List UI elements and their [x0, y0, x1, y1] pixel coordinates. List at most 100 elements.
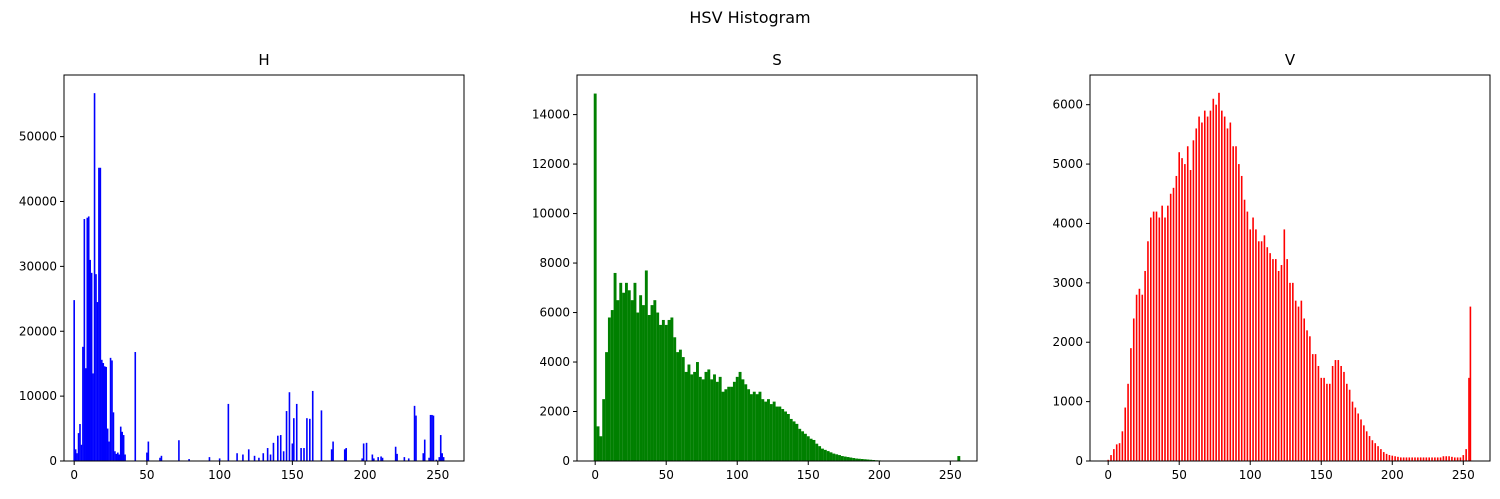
histogram-bar	[1372, 440, 1374, 461]
histogram-bar	[236, 453, 238, 461]
y-tick-label: 8000	[539, 256, 570, 270]
y-tick-label: 10000	[19, 389, 57, 403]
histogram-bar	[78, 433, 80, 461]
histogram-bar	[1176, 176, 1178, 461]
histogram-bar	[1426, 457, 1428, 461]
histogram-bar	[395, 447, 397, 461]
histogram-bar	[1414, 457, 1416, 461]
histogram-bar	[764, 402, 767, 461]
histogram-bar	[682, 357, 685, 461]
histogram-bar	[807, 436, 810, 461]
histogram-bar	[1389, 455, 1391, 461]
y-tick-label: 1000	[1052, 395, 1083, 409]
y-tick-label: 2000	[1052, 335, 1083, 349]
histogram-bar	[280, 435, 282, 461]
x-tick-label: 150	[281, 468, 304, 482]
histogram-bar	[1153, 212, 1155, 461]
histogram-bar	[730, 387, 733, 461]
histogram-bar	[651, 305, 654, 461]
histogram-bar	[209, 457, 211, 461]
histogram-bar	[1261, 241, 1263, 461]
histogram-bar	[1411, 457, 1413, 461]
histogram-bar	[670, 317, 673, 461]
histogram-bar	[1136, 295, 1138, 461]
histogram-bar	[1338, 360, 1340, 461]
histogram-bar	[1380, 449, 1382, 461]
histogram-bar	[1156, 212, 1158, 461]
histogram-bar	[1190, 170, 1192, 461]
histogram-bar	[1315, 354, 1317, 461]
histogram-bar	[1320, 378, 1322, 461]
histogram-bar	[747, 389, 750, 461]
histogram-bar	[1218, 93, 1220, 461]
histogram-bar	[815, 444, 818, 461]
histogram-bar	[1332, 366, 1334, 461]
histogram-bar	[719, 377, 722, 461]
histogram-bar	[957, 456, 960, 461]
histogram-bar	[761, 399, 764, 461]
histogram-bar	[1258, 241, 1260, 461]
histogram-bar	[1159, 218, 1161, 461]
histogram-bar	[332, 442, 334, 461]
histogram-bar	[1232, 146, 1234, 461]
y-tick-label: 20000	[19, 324, 57, 338]
histogram-bar	[832, 454, 835, 461]
histogram-bar	[117, 453, 119, 461]
x-tick-label: 0	[70, 468, 78, 482]
histogram-bar	[306, 418, 308, 461]
histogram-bar	[1244, 200, 1246, 461]
x-tick-label: 200	[1381, 468, 1404, 482]
histogram-bar	[1329, 384, 1331, 461]
x-tick-label: 250	[939, 468, 962, 482]
histogram-bar	[1133, 318, 1135, 461]
histogram-bar	[636, 313, 639, 461]
histogram-bar	[293, 418, 295, 461]
histogram-bar	[1454, 457, 1456, 461]
subplot-title: S	[772, 51, 782, 69]
histogram-bar	[121, 432, 123, 461]
histogram-bar	[134, 352, 136, 461]
histogram-bar	[1335, 360, 1337, 461]
histogram-bar	[821, 449, 824, 461]
histogram-bar	[396, 454, 398, 461]
histogram-bar	[1224, 117, 1226, 461]
histogram-bar	[441, 453, 443, 461]
subplot-title: H	[258, 51, 269, 69]
histogram-bar	[300, 448, 302, 461]
histogram-bar	[161, 456, 163, 461]
histogram-bar	[656, 313, 659, 461]
histogram-bar	[784, 412, 787, 461]
histogram-bar	[1448, 456, 1450, 461]
histogram-bar	[270, 455, 272, 461]
histogram-bar	[277, 436, 279, 461]
figure-title: HSV Histogram	[0, 8, 1500, 27]
histogram-bar	[97, 302, 99, 461]
histogram-bar	[84, 219, 86, 461]
histogram-bar	[1377, 446, 1379, 461]
x-tick-label: 200	[868, 468, 891, 482]
histogram-bar	[699, 377, 702, 461]
histogram-bar	[110, 358, 112, 461]
histogram-bar	[1306, 330, 1308, 461]
histogram-bar	[639, 295, 642, 461]
y-tick-label: 14000	[532, 108, 570, 122]
histogram-bar	[331, 449, 333, 461]
histogram-bar	[146, 453, 148, 461]
histogram-bar	[114, 451, 116, 461]
histogram-bar	[1369, 436, 1371, 461]
histogram-bar	[440, 435, 442, 461]
histogram-bar	[1278, 271, 1280, 461]
histogram-bar	[1366, 431, 1368, 461]
y-tick-label: 5000	[1052, 157, 1083, 171]
histogram-bar	[1215, 105, 1217, 461]
histogram-bar	[242, 455, 244, 461]
histogram-bar	[1141, 295, 1143, 461]
histogram-bar	[120, 427, 122, 461]
histogram-bar	[1440, 457, 1442, 461]
histogram-bar	[835, 454, 838, 461]
x-tick-label: 0	[591, 468, 599, 482]
histogram-bar	[1275, 259, 1277, 461]
